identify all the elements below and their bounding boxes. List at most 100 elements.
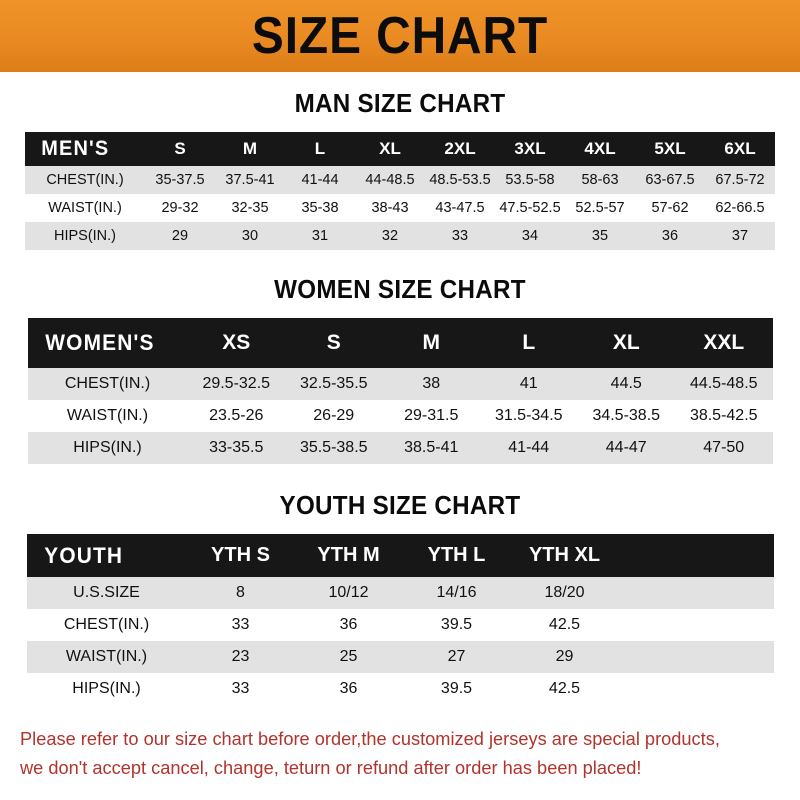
men-cell: 37.5-41 bbox=[225, 172, 275, 188]
youth-cell: 42.5 bbox=[548, 680, 581, 697]
men-row-label: WAIST(IN.) bbox=[48, 200, 122, 216]
women-cell: 44.5 bbox=[610, 375, 642, 392]
men-cell: 48.5-53.5 bbox=[429, 172, 491, 188]
youth-row-label: WAIST(IN.) bbox=[65, 648, 148, 665]
youth-size-header-yth-xl: YTH XL bbox=[528, 544, 601, 566]
women-table-row: HIPS(IN.) 33-35.5 35.5-38.5 38.5-41 41-44 44-… bbox=[27, 432, 773, 464]
men-cell: 58-63 bbox=[581, 172, 619, 188]
men-row-label: HIPS(IN.) bbox=[53, 228, 117, 244]
men-cell: 35 bbox=[591, 228, 609, 244]
youth-table-row: HIPS(IN.) 33 36 39.5 42.5 bbox=[26, 673, 774, 705]
women-cell: 38.5-41 bbox=[404, 439, 459, 456]
youth-cell: 36 bbox=[339, 680, 358, 697]
man-table-header-row: MEN'S S M L XL 2XL 3XL 4XL 5XL 6XL bbox=[25, 132, 775, 166]
youth-cell: 25 bbox=[339, 648, 358, 665]
women-cell: 29-31.5 bbox=[404, 407, 459, 424]
women-row-label: HIPS(IN.) bbox=[73, 439, 142, 456]
men-cell: 29-32 bbox=[161, 200, 199, 216]
men-size-header-xl: XL bbox=[379, 139, 401, 158]
men-cell: 53.5-58 bbox=[505, 172, 555, 188]
youth-size-header-yth-m: YTH M bbox=[317, 544, 380, 566]
women-cell: 38.5-42.5 bbox=[689, 407, 758, 424]
notice-line-2: we don't accept cancel, change, teturn o… bbox=[20, 756, 642, 778]
women-size-table: WOMEN'S XS S M L XL XXL CHEST(IN.) 29.5-32.5 32… bbox=[27, 318, 773, 464]
men-cell: 34 bbox=[521, 228, 539, 244]
youth-table-row: CHEST(IN.) 33 36 39.5 42.5 bbox=[26, 609, 774, 641]
youth-table-row: WAIST(IN.) 23 25 27 29 bbox=[26, 641, 774, 673]
youth-size-header-yth-s: YTH S bbox=[211, 544, 270, 566]
women-size-header-xs: XS bbox=[222, 331, 251, 354]
youth-cell: 27 bbox=[447, 648, 466, 665]
women-table-row: CHEST(IN.) 29.5-32.5 32.5-35.5 38 41 44.5 44.5… bbox=[27, 368, 773, 400]
youth-table-header-row: YOUTH YTH S YTH M YTH L YTH XL bbox=[26, 534, 774, 577]
youth-cell-spacer bbox=[619, 673, 774, 705]
women-cell: 41-44 bbox=[508, 439, 550, 456]
men-cell: 67.5-72 bbox=[715, 172, 765, 188]
men-cell: 41-44 bbox=[301, 172, 339, 188]
men-size-header-5xl: 5XL bbox=[654, 139, 686, 158]
youth-table-row: U.S.SIZE 8 10/12 14/16 18/20 bbox=[26, 577, 774, 609]
men-cell: 57-62 bbox=[651, 200, 689, 216]
youth-cell-spacer bbox=[619, 641, 774, 673]
youth-row-label: CHEST(IN.) bbox=[63, 616, 150, 633]
men-cell: 37 bbox=[731, 228, 749, 244]
men-cell: 36 bbox=[661, 228, 679, 244]
youth-cell: 42.5 bbox=[548, 616, 581, 633]
women-table-row: WAIST(IN.) 23.5-26 26-29 29-31.5 31.5-34.5 34… bbox=[27, 400, 773, 432]
men-size-header-3xl: 3XL bbox=[514, 139, 546, 158]
men-size-header-2xl: 2XL bbox=[444, 139, 476, 158]
page-banner: SIZE CHART bbox=[0, 0, 800, 72]
men-size-header-6xl: 6XL bbox=[724, 139, 756, 158]
youth-cell: 33 bbox=[231, 616, 250, 633]
youth-cell: 18/20 bbox=[544, 584, 585, 601]
youth-section-title: YOUTH SIZE CHART bbox=[279, 490, 521, 520]
women-cell: 38 bbox=[422, 375, 441, 392]
women-cell: 33-35.5 bbox=[209, 439, 264, 456]
women-cell: 44.5-48.5 bbox=[689, 375, 758, 392]
order-policy-notice: Please refer to our size chart before or… bbox=[20, 725, 769, 782]
youth-header-spacer bbox=[619, 534, 774, 577]
youth-cell: 10/12 bbox=[328, 584, 369, 601]
men-size-header-s: S bbox=[174, 139, 186, 158]
youth-cell: 29 bbox=[555, 648, 574, 665]
men-size-header-m: M bbox=[242, 139, 258, 158]
men-cell: 44-48.5 bbox=[365, 172, 415, 188]
men-cell: 62-66.5 bbox=[715, 200, 765, 216]
men-cell: 30 bbox=[241, 228, 259, 244]
women-cell: 31.5-34.5 bbox=[494, 407, 563, 424]
men-cell: 63-67.5 bbox=[645, 172, 695, 188]
women-size-header-xxl: XXL bbox=[703, 331, 745, 354]
women-cell: 41 bbox=[519, 375, 538, 392]
women-size-header-l: L bbox=[522, 331, 536, 354]
women-cell: 23.5-26 bbox=[209, 407, 264, 424]
youth-size-header-yth-l: YTH L bbox=[427, 544, 486, 566]
youth-corner-label: YOUTH bbox=[43, 542, 123, 568]
men-cell: 32-35 bbox=[231, 200, 269, 216]
youth-cell: 23 bbox=[231, 648, 250, 665]
women-size-header-m: M bbox=[422, 331, 441, 354]
man-section-title: MAN SIZE CHART bbox=[294, 88, 506, 118]
youth-cell: 8 bbox=[236, 584, 245, 601]
women-cell: 32.5-35.5 bbox=[299, 375, 368, 392]
men-size-header-l: L bbox=[314, 139, 326, 158]
men-cell: 47.5-52.5 bbox=[499, 200, 561, 216]
women-row-label: WAIST(IN.) bbox=[66, 407, 149, 424]
youth-cell-spacer bbox=[619, 609, 774, 641]
women-section-title: WOMEN SIZE CHART bbox=[274, 274, 526, 304]
women-size-header-s: S bbox=[326, 331, 341, 354]
men-cell: 32 bbox=[381, 228, 399, 244]
youth-row-label: U.S.SIZE bbox=[73, 584, 140, 601]
women-cell: 26-29 bbox=[313, 407, 355, 424]
women-cell: 47-50 bbox=[703, 439, 745, 456]
women-cell: 34.5-38.5 bbox=[592, 407, 661, 424]
men-table-row: HIPS(IN.) 29 30 31 32 33 34 35 36 37 bbox=[25, 222, 775, 250]
youth-row-label: HIPS(IN.) bbox=[72, 680, 141, 697]
youth-cell: 14/16 bbox=[436, 584, 477, 601]
youth-size-table: YOUTH YTH S YTH M YTH L YTH XL U.S.SIZE 8 10/… bbox=[26, 534, 774, 705]
men-cell: 31 bbox=[311, 228, 329, 244]
women-corner-label: WOMEN'S bbox=[44, 330, 155, 355]
men-cell: 38-43 bbox=[371, 200, 409, 216]
man-size-table: MEN'S S M L XL 2XL 3XL 4XL 5XL 6XL CHEST(IN.) 35-… bbox=[25, 132, 775, 250]
women-table-header-row: WOMEN'S XS S M L XL XXL bbox=[27, 318, 773, 368]
women-size-header-xl: XL bbox=[612, 331, 640, 354]
